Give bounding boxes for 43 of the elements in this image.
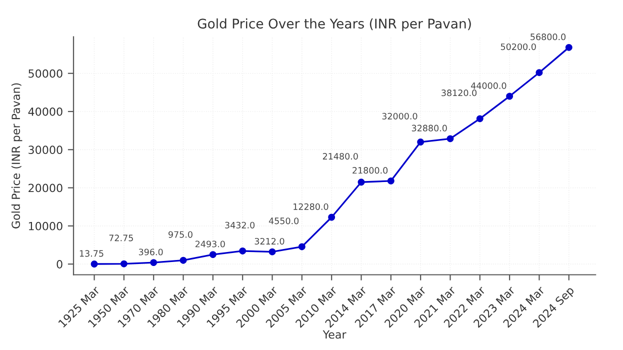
data-label: 38120.0 bbox=[442, 90, 477, 96]
data-label: 72.75 bbox=[109, 234, 133, 242]
point bbox=[298, 243, 306, 250]
point bbox=[446, 135, 454, 142]
point bbox=[565, 44, 572, 51]
data-label: 4550.0 bbox=[268, 218, 299, 224]
point bbox=[476, 115, 484, 122]
point bbox=[120, 260, 128, 268]
point bbox=[239, 248, 246, 254]
data-label: 3432.0 bbox=[225, 222, 255, 228]
point bbox=[150, 259, 158, 266]
data-label: 2493.0 bbox=[195, 240, 225, 248]
y-axis-title: Gold Price (INR per Pavan) bbox=[11, 83, 22, 228]
point bbox=[506, 92, 514, 100]
point bbox=[90, 260, 98, 268]
data-label: 975.0 bbox=[168, 231, 192, 238]
data-label: 32000.0 bbox=[382, 112, 418, 120]
data-label: 50200.0 bbox=[500, 43, 536, 50]
y-tick-label: 10000 bbox=[28, 222, 62, 230]
y-tick-label: 40000 bbox=[28, 107, 62, 116]
x-axis-title: Year bbox=[322, 330, 346, 339]
data-label: 32880.0 bbox=[412, 124, 447, 132]
point bbox=[328, 214, 336, 221]
y-tick-label: 0 bbox=[56, 260, 62, 268]
point bbox=[180, 256, 187, 264]
data-label: 396.0 bbox=[138, 248, 163, 256]
point bbox=[358, 178, 365, 186]
y-tick-label: 50000 bbox=[28, 69, 62, 78]
point bbox=[387, 177, 394, 184]
data-label: 3212.0 bbox=[254, 238, 284, 245]
point bbox=[536, 69, 543, 76]
point bbox=[417, 138, 424, 146]
chart-title: Gold Price Over the Years (INR per Pavan) bbox=[198, 18, 471, 32]
point bbox=[209, 251, 216, 258]
data-label: 12280.0 bbox=[294, 203, 328, 210]
data-label: 13.75 bbox=[80, 250, 104, 257]
data-label: 21480.0 bbox=[322, 152, 358, 160]
y-tick-label: 20000 bbox=[28, 184, 62, 192]
data-label: 56800.0 bbox=[530, 34, 566, 40]
data-label: 44000.0 bbox=[471, 82, 506, 89]
point bbox=[268, 248, 276, 256]
y-tick-label: 30000 bbox=[28, 146, 62, 154]
data-label: 21800.0 bbox=[352, 167, 388, 174]
